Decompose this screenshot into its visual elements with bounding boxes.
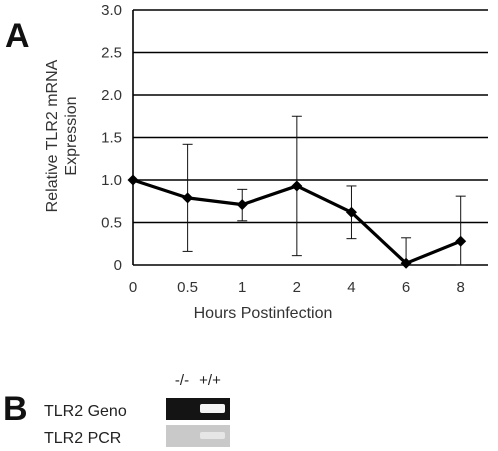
gel-image-geno (166, 398, 230, 420)
x-tick-label: 0.5 (177, 279, 198, 296)
x-tick-label: 6 (402, 279, 410, 296)
x-tick-label: 2 (293, 279, 301, 296)
x-tick-label: 4 (347, 279, 355, 296)
gel-band-geno (200, 404, 225, 413)
data-point (127, 174, 139, 186)
lane-label-knockout: -/- (175, 372, 189, 389)
panel-a-letter: A (5, 17, 30, 55)
gel-image-pcr (166, 425, 230, 447)
y-tick-label: 0 (114, 257, 122, 274)
y-tick-label: 2.0 (101, 87, 122, 104)
y-tick-label: 3.0 (101, 2, 122, 19)
data-point (455, 235, 467, 247)
x-tick-label: 8 (457, 279, 465, 296)
data-point (400, 257, 412, 269)
x-tick-label: 1 (238, 279, 246, 296)
y-tick-label: 2.5 (101, 45, 122, 62)
gel-band-pcr (200, 432, 225, 439)
error-bars (182, 115, 466, 266)
data-point (182, 192, 194, 204)
y-tick-label: 1.0 (101, 172, 122, 189)
gel-row-label-pcr: TLR2 PCR (44, 430, 121, 447)
data-point (291, 180, 303, 192)
data-markers (127, 174, 467, 269)
data-point (236, 199, 248, 211)
x-tick-labels: 0 0.5 1 2 4 6 8 (129, 279, 465, 296)
y-tick-label: 0.5 (101, 215, 122, 232)
y-axis-label-line-2: Expression (63, 96, 80, 175)
lane-label-wildtype: +/+ (199, 372, 221, 389)
data-point (345, 206, 357, 218)
x-tick-label: 0 (129, 279, 137, 296)
y-tick-labels: 0 0.5 1.0 1.5 2.0 2.5 3.0 (101, 2, 122, 274)
y-tick-label: 1.5 (101, 130, 122, 147)
line-chart: 0 0.5 1.0 1.5 2.0 2.5 3.0 0 0.5 1 2 4 6 8 Hours Post… (44, 2, 488, 322)
panel-b-letter: B (3, 390, 28, 428)
x-axis-label: Hours Postinfection (194, 305, 333, 322)
gridlines (132, 9, 488, 266)
y-axis-label-line-1: Relative TLR2 mRNA (44, 59, 61, 212)
gel-row-label-geno: TLR2 Geno (44, 403, 127, 420)
